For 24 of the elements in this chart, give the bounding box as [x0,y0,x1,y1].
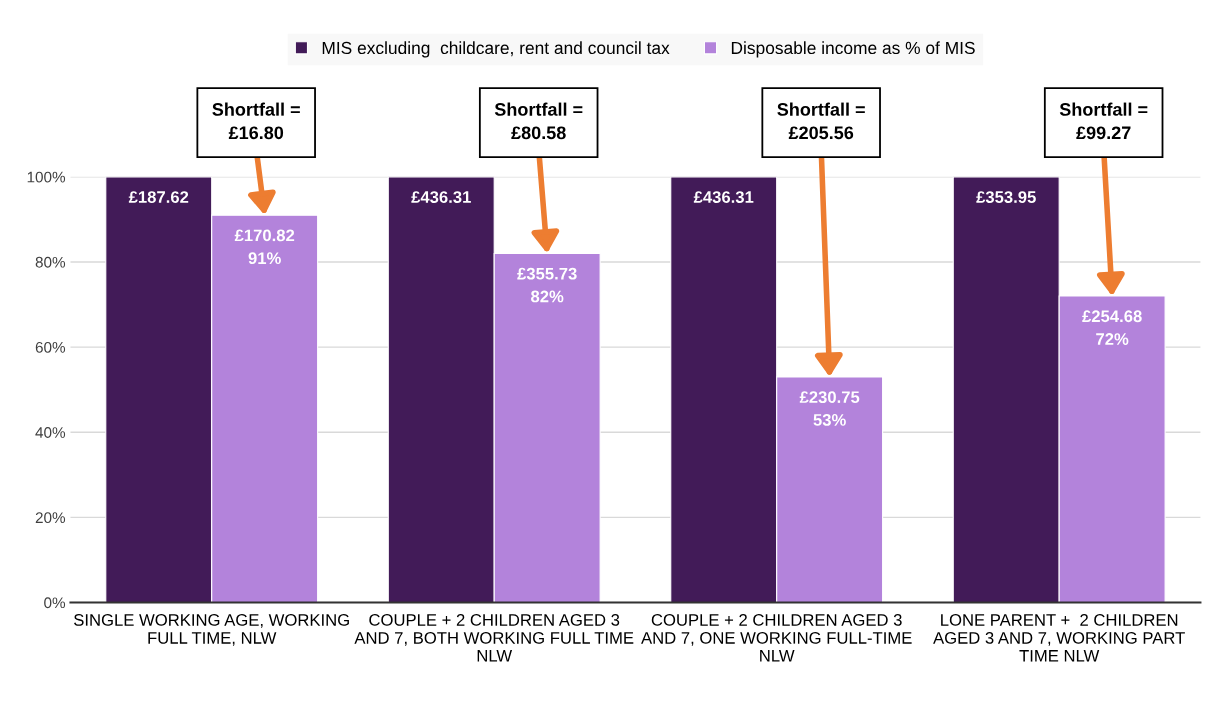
text: Shortfall = £205.56 [777,102,865,140]
legend-label: MIS excluding childcare, rent and council tax [322,41,670,58]
y-tick-label: 60% [35,341,66,353]
annotation: £353.95 [976,191,1036,203]
data-label: £254.68 72% [1082,310,1142,345]
x-tick-label: COUPLE + 2 CHILDREN AGED 3 AND 7, ONE WORKING FULL-TIME NLW [641,614,912,662]
y-tick-label: 100% [27,171,66,183]
x-tick-label: SINGLE WORKING AGE, WORKING FULL TIME, NLW [74,614,349,646]
text: Shortfall = £99.27 [1059,102,1148,140]
data-label: £170.82 91% [234,229,295,265]
x-tick-label: COUPLE + 2 CHILDREN AGED 3 AND 7, BOTH WORKING FULL TIME NLW [354,614,634,662]
y-tick-label: 80% [35,256,66,268]
y-tick-label: 0% [44,597,66,609]
x-tick-label: LONE PARENT + 2 CHILDREN AGED 3 AND 7, WORKING PART TIME NLW [933,614,1185,662]
data-label: £230.75 53% [799,391,860,426]
legend-label: Disposable income as % of MIS [731,41,975,58]
annotation: £187.62 [128,191,189,203]
y-tick-label: 40% [35,427,66,438]
y-tick-label: 20% [35,512,66,524]
text: Shortfall = £80.58 [494,102,583,140]
text: Shortfall = £16.80 [212,102,300,140]
annotation: £436.31 [693,191,754,203]
data-label: £355.73 82% [517,267,577,303]
annotation: £436.31 [411,191,471,203]
